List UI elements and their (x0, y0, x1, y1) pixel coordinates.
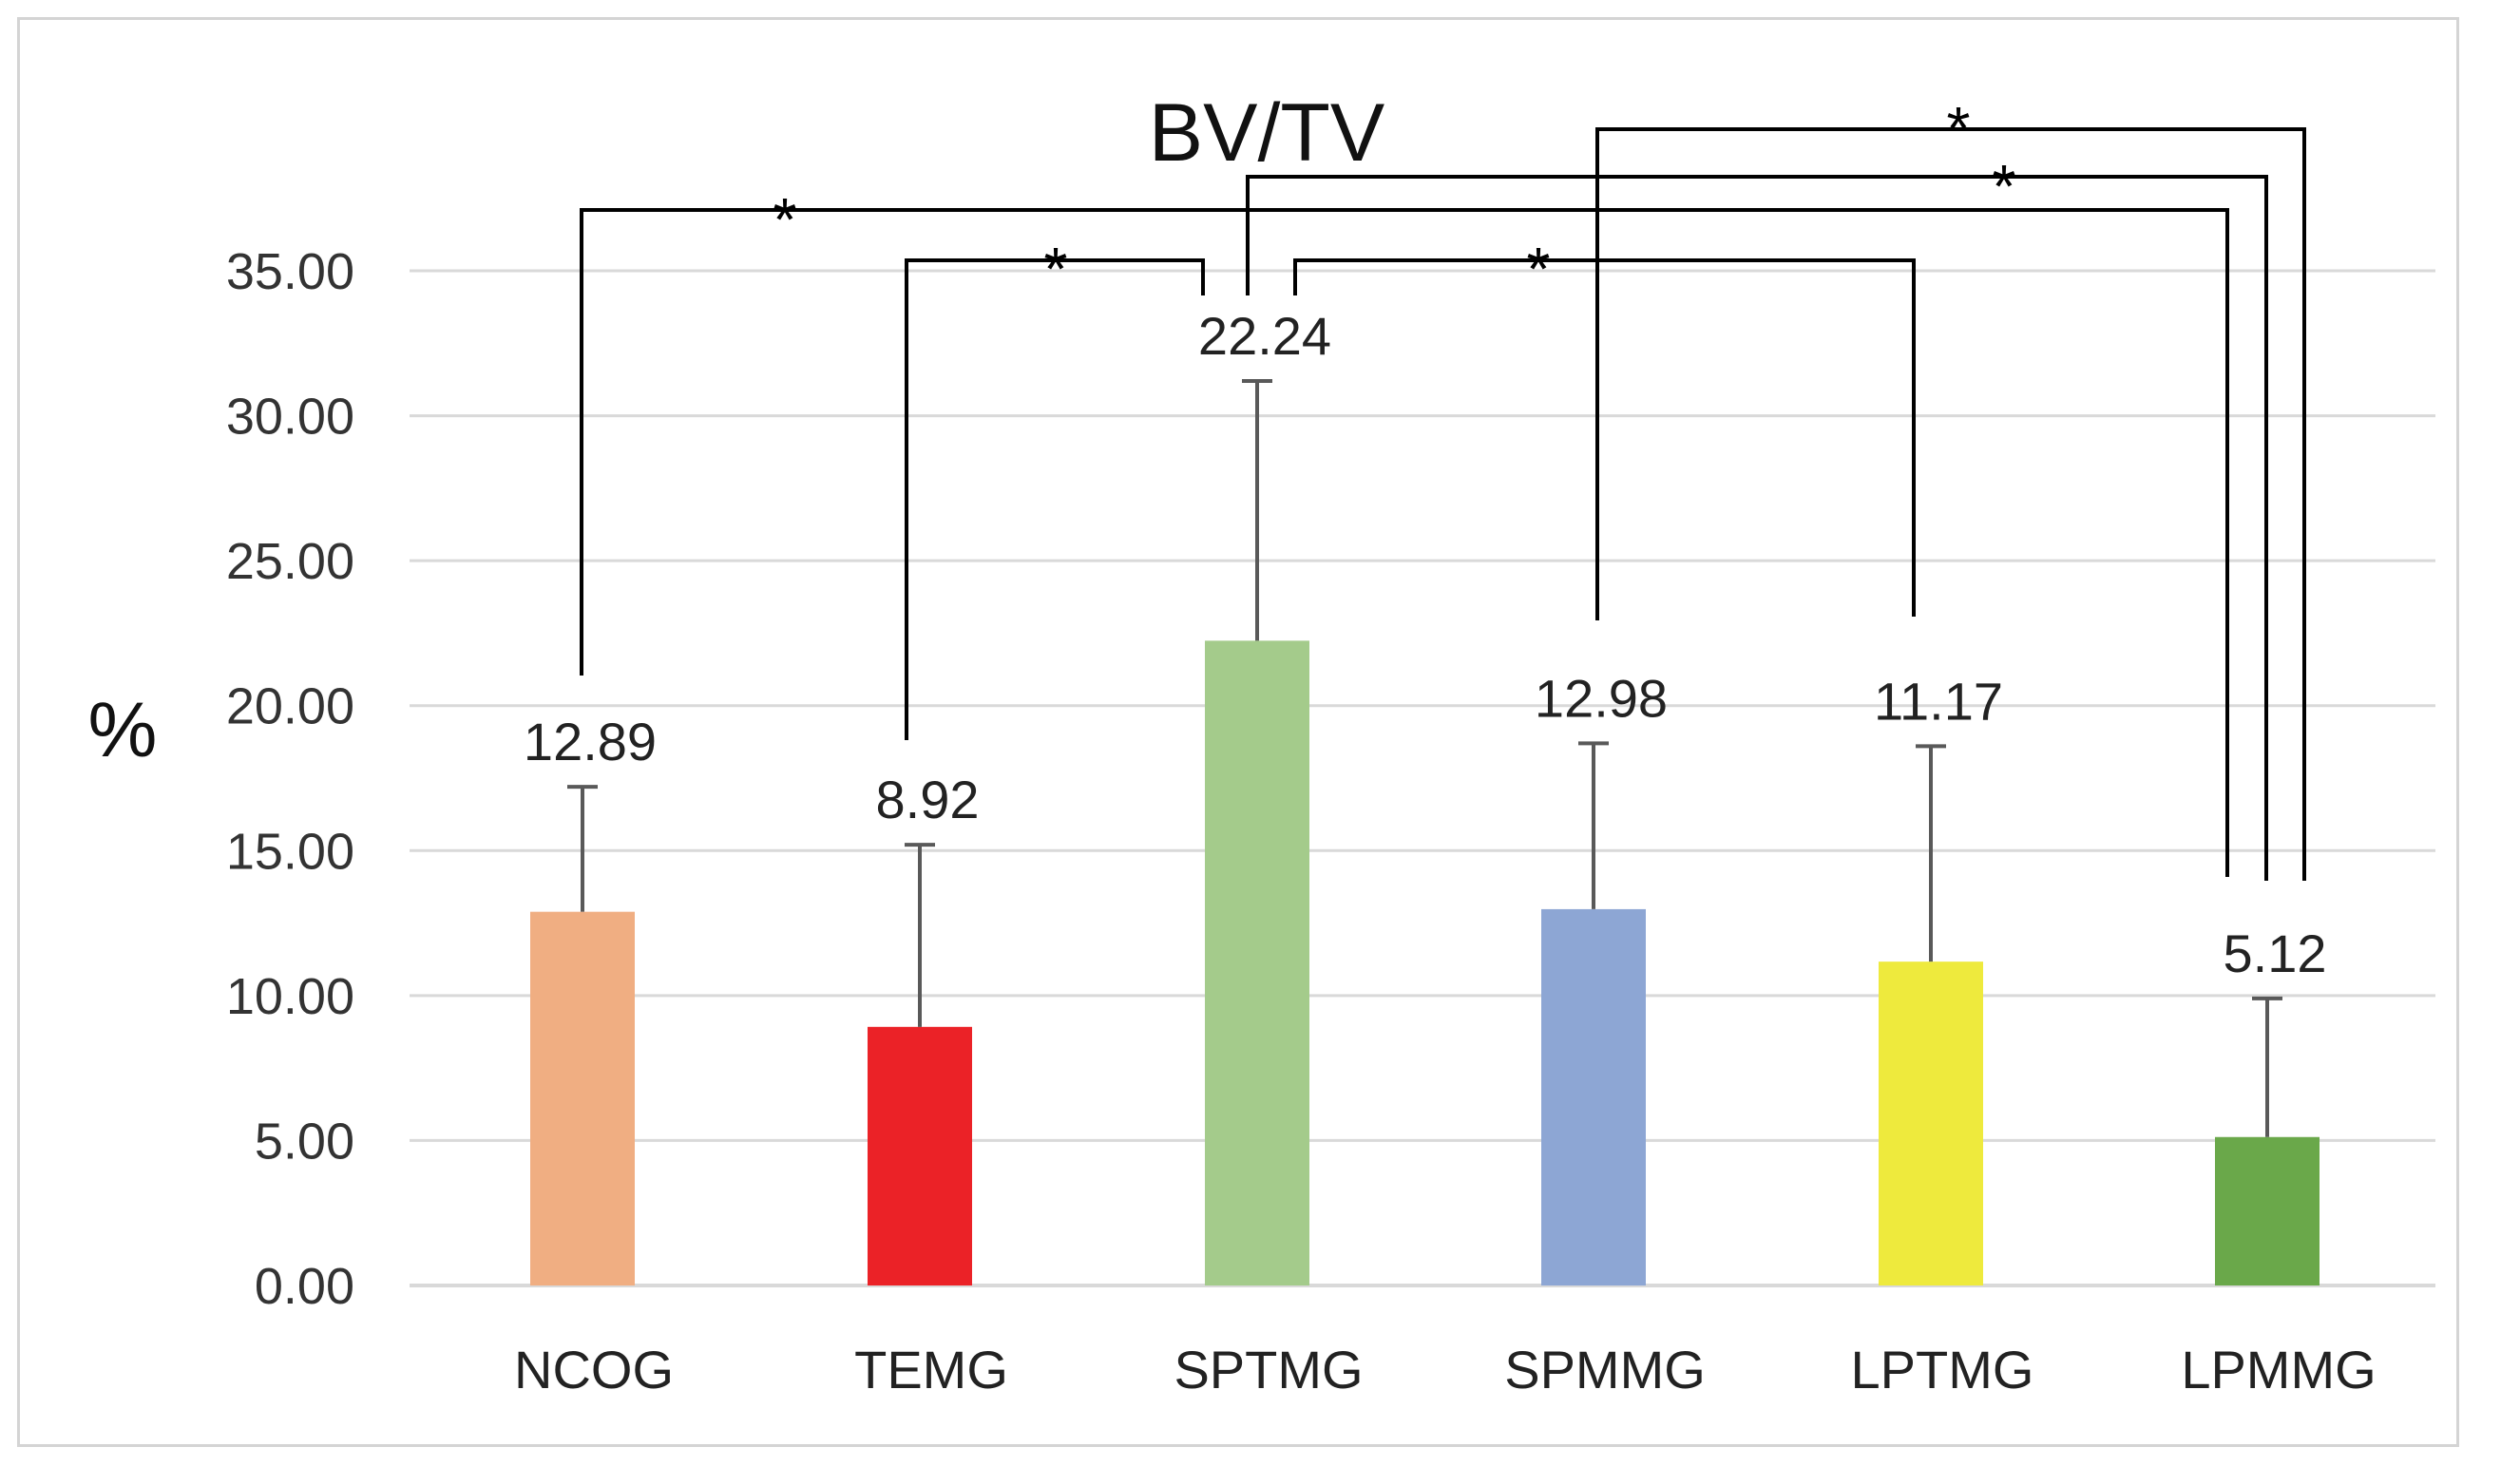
sig-bracket-SPMMG-LPMMG-label: * (1947, 94, 1971, 162)
significance-brackets: * * * * * (580, 94, 2306, 881)
sig-bracket-SPTMG-LPMMG (1246, 175, 2268, 881)
sig-bracket-NCOG-LPMMG (580, 208, 2229, 877)
error-bar-NCOG (567, 785, 598, 912)
error-bars (567, 378, 2282, 1137)
x-tick-label-LPTMG: LPTMG (1851, 1340, 2034, 1399)
data-label-LPTMG: 11.17 (1874, 671, 2003, 731)
data-label-LPMMG: 5.12 (2224, 923, 2327, 983)
sig-bracket-NCOG-LPMMG-label: * (773, 185, 797, 254)
gridlines (410, 269, 2435, 1287)
x-tick-label-LPMMG: LPMMG (2181, 1340, 2376, 1399)
bar-TEMG (868, 1026, 972, 1285)
bar-SPTMG (1205, 640, 1309, 1285)
x-tick-label-NCOG: NCOG (514, 1340, 674, 1399)
data-label-SPMMG: 12.98 (1535, 668, 1668, 728)
x-axis-categories: NCOG TEMG SPTMG SPMMG LPTMG LPMMG (514, 1340, 2377, 1399)
error-bar-LPMMG (2252, 996, 2282, 1137)
y-tick-label-30.00: 30.00 (226, 389, 354, 446)
bar-SPMMG (1541, 908, 1646, 1285)
y-tick-label-15.00: 15.00 (226, 823, 354, 880)
x-tick-label-SPTMG: SPTMG (1174, 1340, 1363, 1399)
y-tick-label-5.00: 5.00 (255, 1113, 354, 1170)
sig-bracket-SPTMG-LPMMG-label: * (1993, 152, 2016, 220)
y-axis-ticks: 0.00 5.00 10.00 15.00 20.00 25.00 30.00 35.00 (226, 243, 354, 1315)
y-tick-label-25.00: 25.00 (226, 533, 354, 590)
bars (530, 640, 2320, 1285)
sig-bracket-SPTMG-LPTMG-label: * (1527, 235, 1551, 303)
bar-NCOG (530, 911, 635, 1285)
x-tick-label-SPMMG: SPMMG (1504, 1340, 1706, 1399)
data-label-TEMG: 8.92 (876, 770, 980, 829)
y-tick-label-10.00: 10.00 (226, 968, 354, 1025)
data-label-NCOG: 12.89 (524, 712, 657, 771)
sig-bracket-SPMMG-LPMMG (1595, 127, 2306, 881)
chart-frame: BV/TV % 0.00 5.00 10.00 15.00 20.00 25.00 30.0… (17, 17, 2459, 1447)
y-tick-label-20.00: 20.00 (226, 678, 354, 735)
error-bar-TEMG (905, 843, 935, 1027)
data-labels: 12.89 8.92 22.24 12.98 11.17 5.12 (524, 306, 2327, 983)
error-bar-LPTMG (1916, 744, 1946, 962)
error-bar-SPTMG (1242, 378, 1272, 641)
sig-bracket-SPTMG-LPTMG (1293, 258, 1916, 617)
x-tick-label-TEMG: TEMG (854, 1340, 1008, 1399)
error-bar-SPMMG (1578, 741, 1609, 909)
chart-title: BV/TV (1149, 87, 1385, 179)
sig-bracket-TEMG-SPTMG-label: * (1044, 235, 1068, 303)
y-axis-label: % (88, 687, 158, 773)
data-label-SPTMG: 22.24 (1198, 306, 1331, 366)
bv-tv-bar-chart: BV/TV % 0.00 5.00 10.00 15.00 20.00 25.00 30.0… (88, 87, 2435, 1399)
y-tick-label-0.00: 0.00 (255, 1258, 354, 1315)
y-tick-label-35.00: 35.00 (226, 243, 354, 300)
bar-LPTMG (1879, 961, 1983, 1285)
sig-bracket-TEMG-SPTMG (905, 258, 1205, 740)
bar-LPMMG (2215, 1136, 2320, 1285)
